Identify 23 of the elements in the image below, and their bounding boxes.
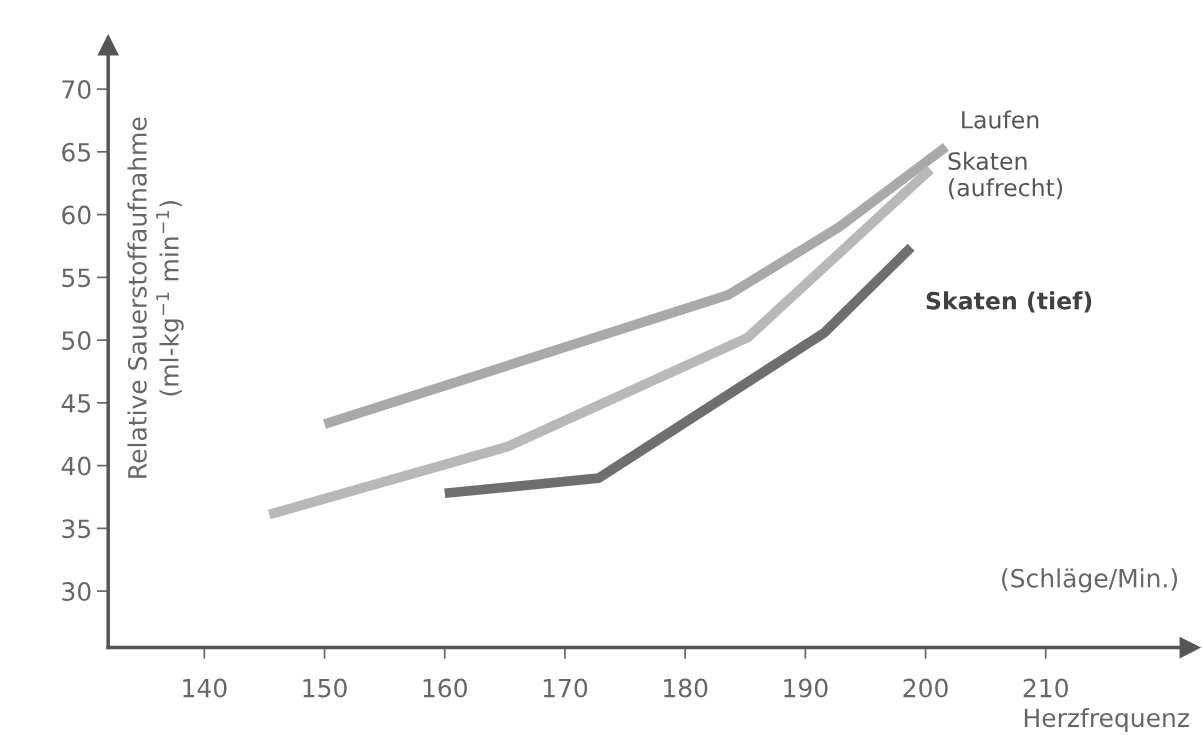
- y-tick-label: 55: [62, 268, 91, 288]
- x-tick-label: 170: [543, 678, 588, 698]
- x-tick-label: 180: [664, 678, 708, 698]
- x-tick-label: 190: [784, 678, 828, 698]
- series-label: Laufen: [962, 110, 1039, 129]
- y-tick-label: 60: [62, 205, 91, 225]
- x-tick-label: 160: [423, 678, 467, 698]
- x-tick-label: 200: [903, 678, 948, 698]
- x-axis-title: Herzfrequenz: [1024, 707, 1189, 733]
- y-tick-label: 50: [62, 331, 91, 350]
- annotation: (Schläge/Min.): [1002, 568, 1178, 593]
- y-tick-label: 30: [62, 582, 91, 601]
- y-tick-label: 40: [61, 456, 91, 476]
- y-axis-title: Relative Sauerstoffaufnahme (ml-kg$^{−1}$ min$^{−1}$): [127, 117, 184, 478]
- x-tick-label: 140: [183, 678, 227, 698]
- series-label: Skaten (tief): [926, 291, 1092, 313]
- series-label: Skaten (aufrecht): [948, 151, 1063, 200]
- x-tick-label: 210: [1023, 678, 1068, 698]
- x-tick-label: 150: [303, 678, 347, 698]
- y-tick-label: 45: [61, 394, 91, 413]
- y-tick-label: 65: [62, 142, 91, 162]
- y-tick-label: 35: [62, 519, 91, 539]
- y-tick-label: 70: [62, 80, 91, 99]
